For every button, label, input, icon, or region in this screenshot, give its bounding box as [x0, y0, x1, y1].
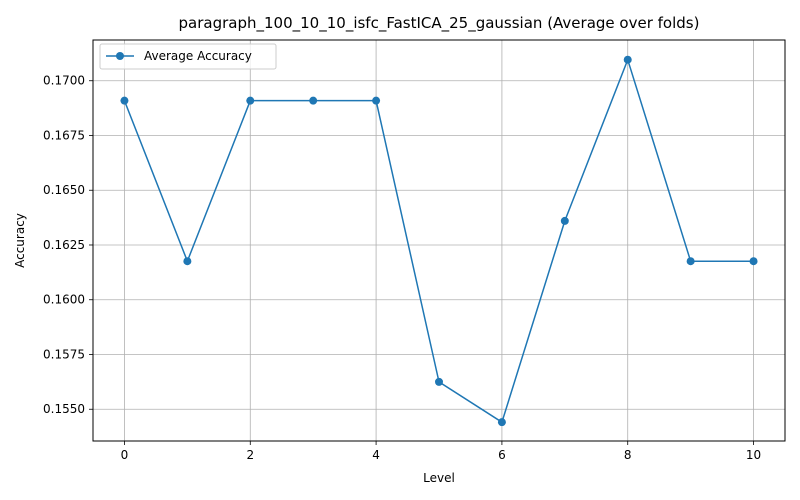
- y-tick-label: 0.1700: [43, 74, 85, 88]
- legend-box: [99, 43, 277, 70]
- x-tick-label: 6: [498, 448, 506, 462]
- legend: Average Accuracy: [99, 43, 277, 70]
- series-layer: [120, 55, 758, 427]
- y-tick-label: 0.1650: [43, 183, 85, 197]
- y-tick-label: 0.1625: [43, 238, 85, 252]
- data-point: [435, 377, 443, 386]
- x-axis-label: Level: [423, 471, 455, 485]
- data-point: [749, 257, 758, 266]
- x-tick-label: 0: [121, 448, 129, 462]
- data-point: [183, 257, 192, 266]
- axis-ticks: 0 2 4 6 8 10 0.1550 0.1575 0.1600 0.1625 0.1650 0.1…: [43, 74, 761, 462]
- data-point: [623, 55, 632, 64]
- chart-title: paragraph_100_10_10_isfc_FastICA_25_gaus…: [179, 14, 700, 33]
- x-tick-label: 10: [746, 448, 761, 462]
- data-point: [309, 96, 318, 105]
- x-tick-label: 4: [372, 448, 380, 462]
- data-point: [372, 96, 381, 105]
- data-point: [560, 216, 569, 225]
- data-point: [686, 257, 695, 266]
- x-tick-label: 8: [624, 448, 632, 462]
- grid: [93, 40, 785, 441]
- legend-entry-label: Average Accuracy: [144, 49, 252, 63]
- legend-marker-sample: [116, 52, 124, 60]
- y-tick-label: 0.1550: [43, 402, 85, 416]
- data-point: [497, 418, 506, 427]
- y-tick-label: 0.1600: [43, 293, 85, 307]
- y-tick-label: 0.1675: [43, 128, 85, 142]
- y-tick-label: 0.1575: [43, 347, 85, 361]
- y-axis-label: Accuracy: [13, 213, 27, 268]
- data-point: [246, 96, 255, 105]
- plot-frame: [92, 39, 786, 442]
- data-point: [120, 96, 129, 105]
- x-tick-label: 2: [246, 448, 254, 462]
